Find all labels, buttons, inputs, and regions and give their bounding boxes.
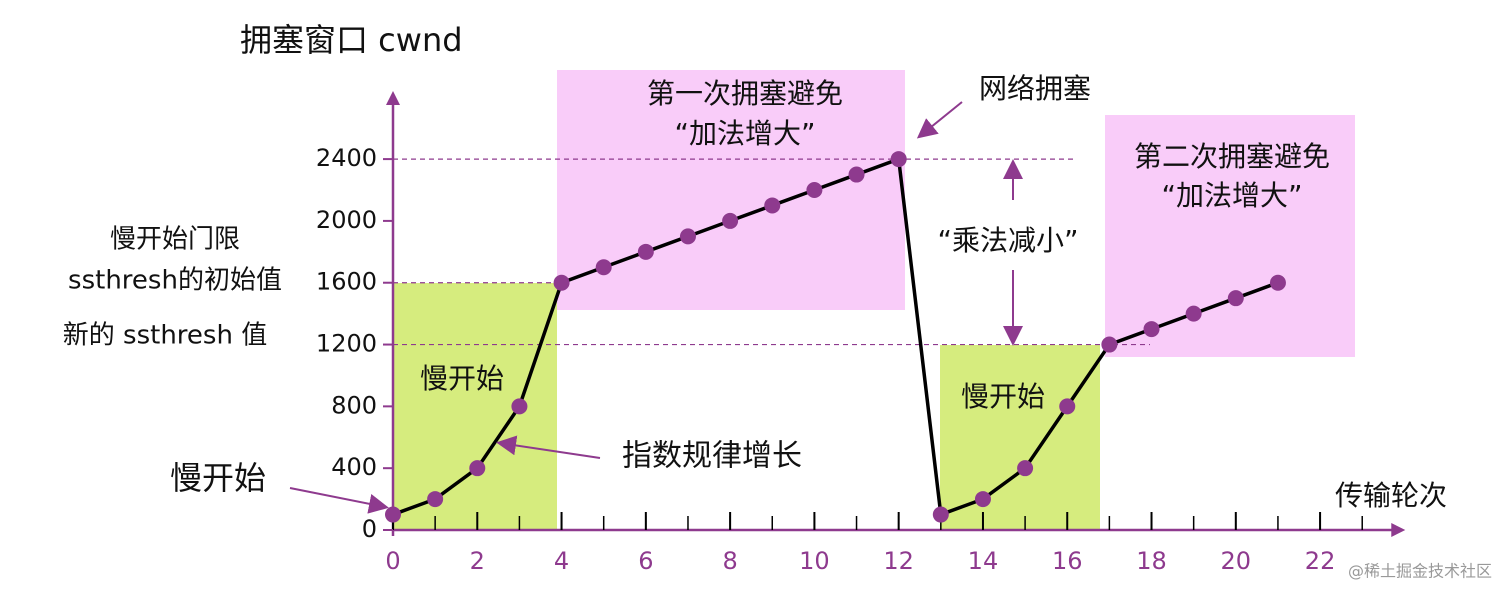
x-tick-label: 8 <box>722 547 737 575</box>
annotation: 慢开始 <box>961 380 1045 413</box>
y-tick-label: 1200 <box>316 330 377 358</box>
annotation: @稀土掘金技术社区 <box>1348 562 1492 581</box>
arrows <box>289 101 1023 514</box>
point <box>1101 336 1118 353</box>
y-axis-arrow <box>386 91 400 105</box>
y-tick-label: 2400 <box>316 144 377 172</box>
annotation: 慢开始门限 <box>110 225 240 255</box>
x-tick-label: 6 <box>638 547 653 575</box>
annotation: 新的 ssthresh 值 <box>63 321 267 351</box>
region-ca1 <box>557 70 905 310</box>
x-tick-label: 12 <box>883 547 914 575</box>
annotation: ssthresh的初始值 <box>68 266 282 296</box>
point <box>1269 274 1286 291</box>
point <box>722 212 739 229</box>
x-axis-arrow <box>1391 523 1406 537</box>
point <box>469 460 486 477</box>
point <box>1017 460 1034 477</box>
x-tick-label: 2 <box>470 547 485 575</box>
annotation: 慢开始 <box>420 362 504 395</box>
arrow <box>289 487 389 514</box>
point <box>595 259 612 276</box>
point <box>1227 290 1244 307</box>
y-tick-label: 1600 <box>316 268 377 296</box>
annotation: 网络拥塞 <box>979 72 1091 105</box>
annotation: 第二次拥塞避免 <box>1134 140 1330 173</box>
x-tick-label: 14 <box>968 547 999 575</box>
point <box>806 182 823 198</box>
annotation: “加法增大” <box>674 117 815 150</box>
annotation: “乘法减小” <box>937 224 1078 257</box>
arrow <box>916 101 963 139</box>
x-tick-label: 16 <box>1052 547 1083 575</box>
x-tick-label: 10 <box>799 547 830 575</box>
point <box>385 506 401 523</box>
x-tick-label: 0 <box>385 547 400 575</box>
annotation: 指数规律增长 <box>622 439 802 474</box>
point <box>1185 305 1202 322</box>
annotation: “加法增大” <box>1161 179 1302 212</box>
point <box>1143 321 1160 338</box>
x-tick-label: 18 <box>1136 547 1167 575</box>
point <box>890 151 907 168</box>
series-line <box>392 156 1279 517</box>
region-ca2 <box>1105 115 1355 357</box>
y-axis-label: 拥塞窗口 cwnd <box>240 21 463 59</box>
point <box>1059 398 1076 415</box>
point <box>511 398 528 415</box>
arrow <box>496 435 601 459</box>
point <box>932 506 949 523</box>
point <box>637 243 654 260</box>
point <box>848 166 865 183</box>
annotation: 慢开始 <box>170 459 266 497</box>
annotation: 第一次拥塞避免 <box>647 77 843 110</box>
point <box>679 228 696 245</box>
y-tick-label: 0 <box>362 515 377 543</box>
x-tick-label: 22 <box>1305 547 1336 575</box>
y-tick-label: 800 <box>331 391 377 419</box>
point <box>974 491 991 508</box>
region-ss2 <box>940 345 1100 530</box>
point <box>427 491 444 508</box>
point <box>553 274 570 291</box>
y-tick-label: 2000 <box>316 206 377 234</box>
regions <box>393 70 1355 530</box>
y-tick-label: 400 <box>331 453 377 481</box>
x-tick-label: 4 <box>554 547 569 575</box>
x-tick-label: 20 <box>1221 547 1252 575</box>
x-axis-label: 传输轮次 <box>1335 479 1447 512</box>
point <box>764 197 781 214</box>
region-ss1 <box>393 283 557 530</box>
